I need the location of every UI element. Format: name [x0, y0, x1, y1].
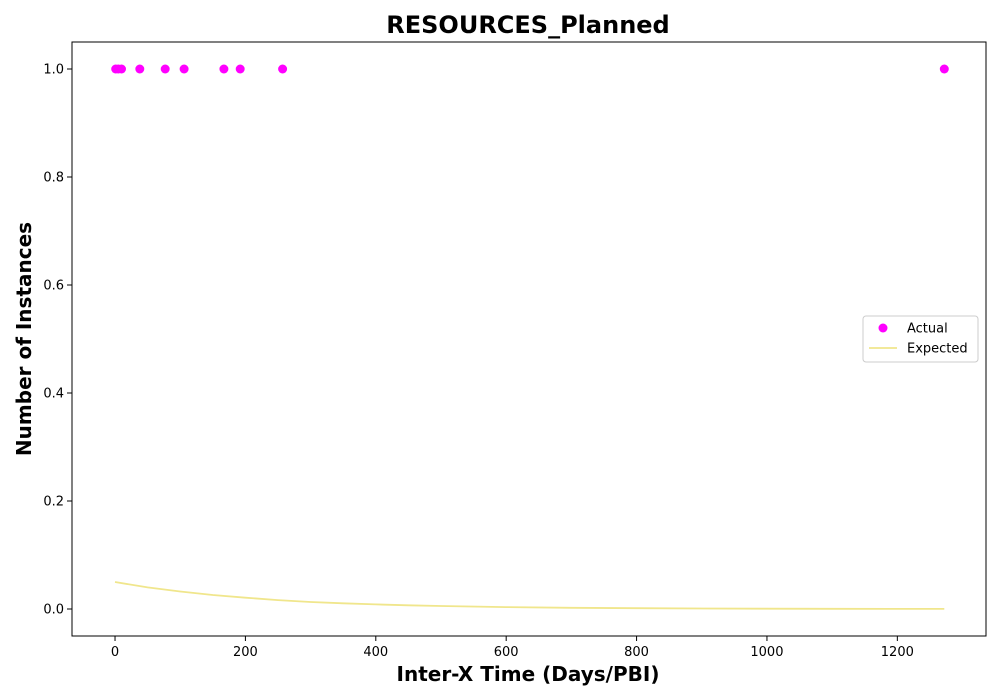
legend-swatch-actual [878, 323, 888, 333]
data-point-actual [135, 64, 145, 74]
y-tick-label: 0.6 [43, 279, 64, 294]
plot-frame [71, 41, 987, 637]
data-point-actual [219, 64, 229, 74]
y-tick-label: 1.0 [43, 63, 64, 78]
y-tick-label: 0.2 [43, 495, 64, 510]
data-point-actual [160, 64, 170, 74]
legend-label-actual: Actual [907, 322, 948, 337]
legend: Actual Expected [862, 315, 979, 363]
x-tick-label: 1200 [881, 645, 914, 660]
series-line-expected [114, 581, 945, 610]
data-point-actual [235, 64, 245, 74]
x-tick-label: 0 [111, 645, 119, 660]
plot-area [111, 64, 949, 610]
y-axis: 0.0 0.2 0.4 0.6 0.8 1.0 [43, 63, 72, 618]
x-tick-label: 400 [363, 645, 388, 660]
y-axis-label: Number of Instances [12, 222, 36, 456]
y-tick-label: 0.4 [43, 387, 64, 402]
x-tick-label: 200 [233, 645, 258, 660]
y-tick-label: 0.0 [43, 603, 64, 618]
data-point-actual [117, 64, 126, 74]
legend-box [862, 315, 979, 363]
legend-label-expected: Expected [907, 342, 968, 357]
x-tick-label: 600 [494, 645, 519, 660]
chart-title: RESOURCES_Planned [386, 11, 669, 39]
data-point-actual [939, 64, 949, 74]
y-tick-label: 0.8 [43, 171, 64, 186]
x-tick-label: 800 [624, 645, 649, 660]
x-tick-label: 1000 [750, 645, 783, 660]
data-point-actual [179, 64, 189, 74]
data-point-actual [278, 64, 288, 74]
x-axis: 0 200 400 600 800 1000 1200 [111, 636, 914, 660]
x-axis-label: Inter-X Time (Days/PBI) [397, 662, 660, 686]
